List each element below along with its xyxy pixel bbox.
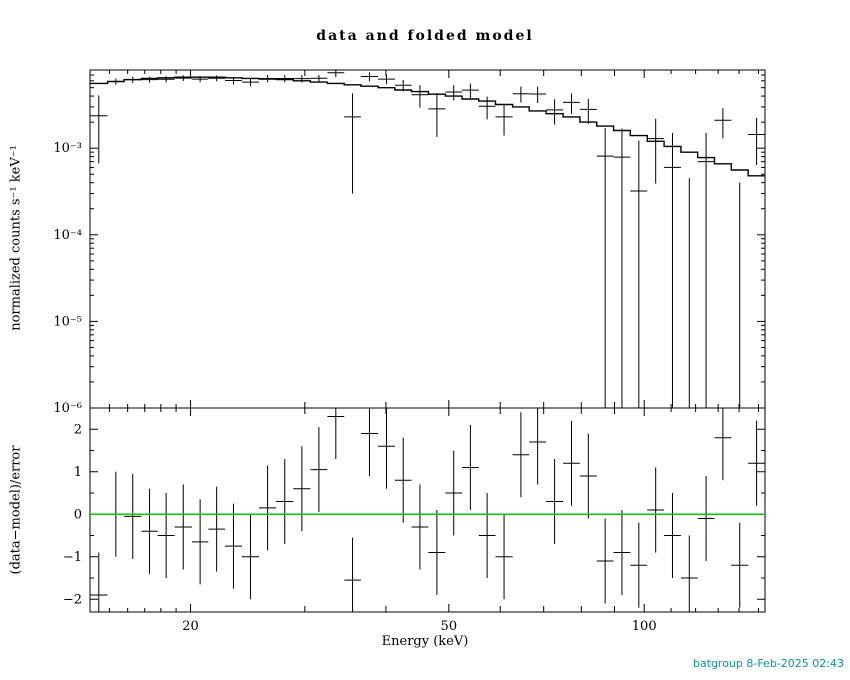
residual-crosses bbox=[90, 408, 765, 612]
tick-label: −2 bbox=[63, 592, 82, 607]
tick-label: 1 bbox=[74, 465, 82, 480]
data-crosses bbox=[90, 70, 765, 408]
tick-label: 2 bbox=[74, 422, 82, 437]
tick-label: 20 bbox=[182, 619, 199, 634]
timestamp-label: batgroup 8-Feb-2025 02:43 bbox=[692, 657, 844, 670]
tick-label: 10⁻⁵ bbox=[53, 314, 82, 329]
tick-label: 10⁻⁶ bbox=[53, 401, 82, 416]
tick-label: 10⁻⁴ bbox=[53, 228, 82, 243]
tick-label: −1 bbox=[63, 550, 82, 565]
plot-title: data and folded model bbox=[316, 28, 534, 44]
tick-label: 100 bbox=[632, 619, 657, 634]
x-axis-label: Energy (keV) bbox=[381, 634, 469, 649]
axes: 20 50 100 10⁻³ 10⁻⁴ 10⁻⁵ 10⁻⁶ 2 1 0 −1 −2 bbox=[53, 69, 766, 634]
tick-label: 0 bbox=[74, 507, 82, 522]
tick-label: 50 bbox=[441, 619, 458, 634]
model-histogram bbox=[90, 76, 765, 177]
tick-label: 10⁻³ bbox=[53, 141, 82, 156]
